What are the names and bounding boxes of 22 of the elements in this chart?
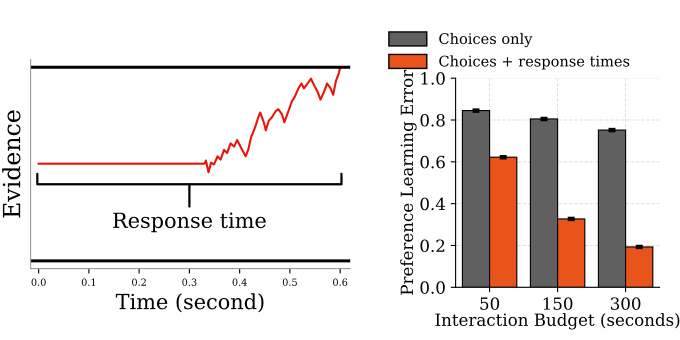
x-tick-label: 0.1 [82,278,96,286]
x-axis-title: Interaction Budget (seconds) [435,313,680,330]
x-tick-label: 0.6 [333,278,348,286]
x-tick-label: 50 [480,297,500,310]
y-axis-title: Preference Learning Error [400,70,417,295]
x-tick-label: 150 [544,297,572,310]
y-tick-label: 1.0 [421,72,445,85]
y-tick-label: 0.6 [420,156,445,168]
y-tick-label: 0.4 [420,198,446,210]
x-tick-label: 0.4 [232,278,247,286]
y-tick-label: 0.8 [420,114,445,127]
y-axis-title: Evidence [2,110,20,218]
x-tick-label: 0.0 [32,278,46,286]
legend-label: Choices only [439,32,532,48]
legend-label: Choices + response times [439,55,630,70]
x-tick-label: 0.3 [182,278,196,286]
x-tick-label: 0.2 [132,278,146,286]
x-axis-title: Time (second) [116,293,264,312]
x-tick-label: 0.5 [282,278,297,286]
x-tick-label: 300 [610,297,640,310]
annotation: Response time [113,212,266,232]
y-tick-label: 0.2 [420,239,444,252]
